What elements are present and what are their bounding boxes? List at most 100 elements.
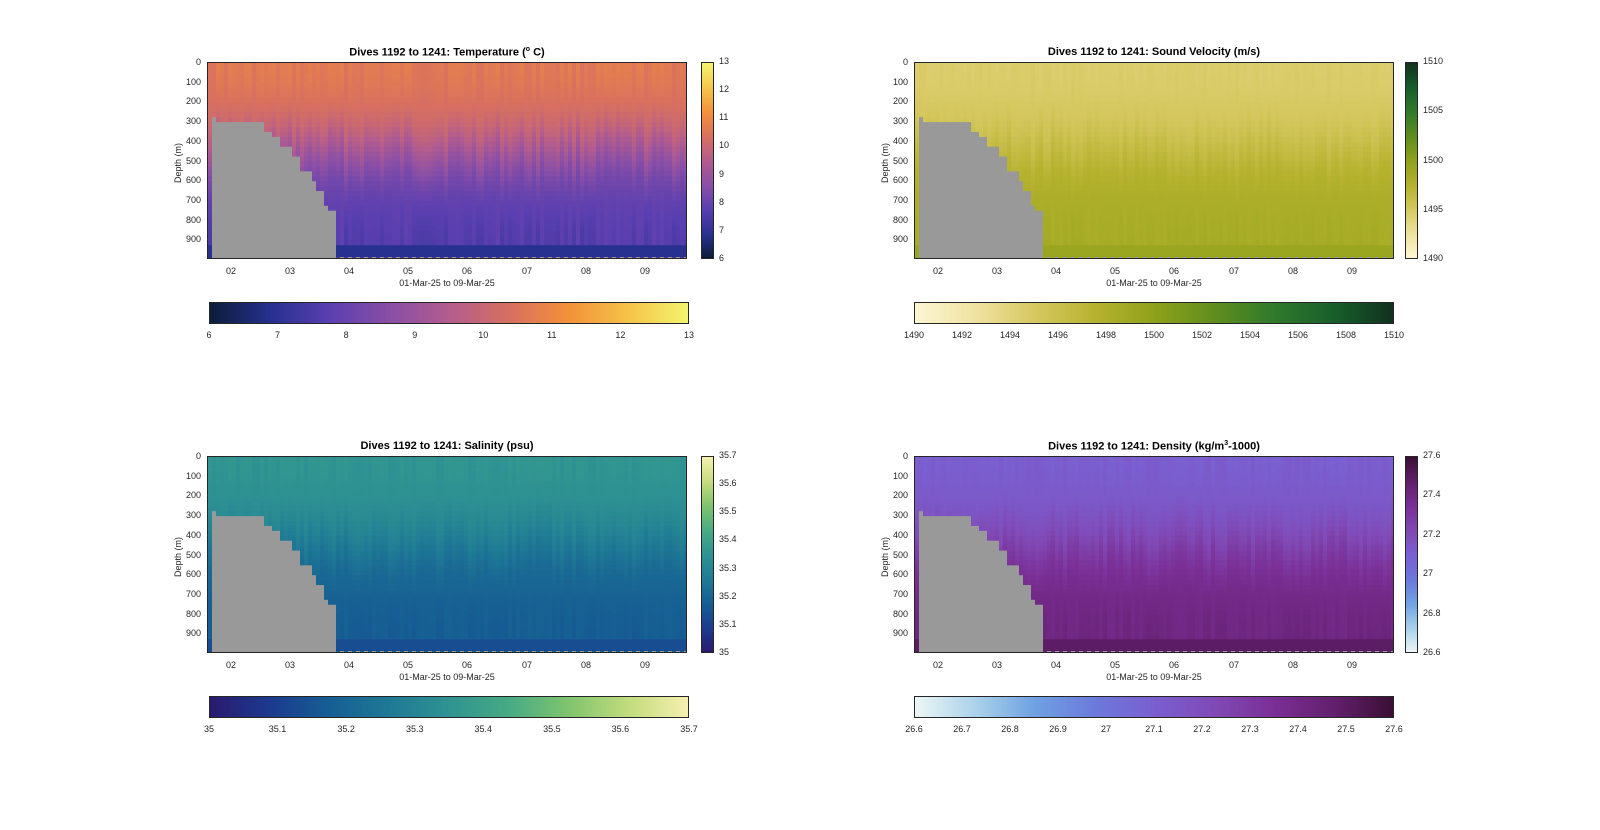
heatmap-cell: [468, 200, 473, 207]
heatmap-cell: [552, 220, 557, 227]
heatmap-cell: [524, 63, 529, 69]
heatmap-cell: [616, 87, 621, 94]
heatmap-cell: [284, 82, 289, 89]
heatmap-cell: [556, 92, 561, 99]
heatmap-cell: [212, 141, 217, 148]
heatmap-cell: [272, 235, 277, 241]
heatmap-cell: [368, 230, 373, 236]
heatmap-cell: [416, 102, 421, 108]
heatmap-cell: [552, 127, 557, 133]
heatmap-cell: [560, 191, 565, 197]
heatmap-cell: [480, 102, 485, 108]
horizontal-colorbar-tick-label: 12: [615, 330, 626, 340]
heatmap-cell: [280, 107, 285, 113]
heatmap-cell: [640, 112, 645, 118]
heatmap-cell: [532, 210, 537, 217]
heatmap-cell: [396, 131, 401, 138]
heatmap-cell: [536, 107, 541, 113]
heatmap-cell: [212, 195, 217, 202]
heatmap-cell: [548, 141, 553, 148]
heatmap-cell: [456, 146, 461, 153]
heatmap-cell: [580, 141, 585, 148]
heatmap-cell: [508, 230, 513, 236]
heatmap-cell: [280, 191, 285, 197]
heatmap-cell: [308, 87, 313, 94]
heatmap-cell: [336, 200, 341, 207]
heatmap-cell: [416, 146, 421, 153]
heatmap-cell: [548, 166, 553, 172]
heatmap-cell: [496, 181, 501, 187]
heatmap-cell: [596, 240, 601, 246]
heatmap-cell: [660, 255, 665, 258]
heatmap-cell: [444, 186, 449, 192]
seafloor-edge-cell: [528, 257, 532, 258]
heatmap-cell: [296, 240, 301, 246]
heatmap-cell: [304, 136, 309, 143]
heatmap-cell: [464, 245, 469, 251]
heatmap-cell: [460, 146, 465, 153]
heatmap-cell: [372, 131, 377, 138]
heatmap-cell: [240, 195, 245, 202]
heatmap-cell: [240, 171, 245, 177]
heatmap-cell: [584, 195, 589, 202]
heatmap-cell: [528, 131, 533, 138]
heatmap-cell: [448, 63, 453, 69]
heatmap-cell: [300, 255, 305, 258]
heatmap-cell: [636, 107, 641, 113]
heatmap-cell: [548, 117, 553, 123]
heatmap-cell: [612, 92, 617, 99]
heatmap-cell: [915, 220, 920, 227]
heatmap-cell: [232, 255, 237, 258]
heatmap-cell: [268, 67, 273, 74]
heatmap-cell: [380, 117, 385, 123]
heatmap-cell: [624, 235, 629, 241]
heatmap-cell: [492, 255, 497, 258]
heatmap-cell: [228, 176, 233, 182]
heatmap-cell: [232, 77, 237, 84]
seafloor-edge-cell: [620, 257, 624, 258]
heatmap-cell: [432, 220, 437, 227]
heatmap-cell: [620, 92, 625, 99]
heatmap-cell: [628, 151, 633, 158]
heatmap-cell: [408, 131, 413, 138]
heatmap-cell: [224, 161, 229, 168]
heatmap-cell: [444, 171, 449, 177]
heatmap-cell: [256, 191, 261, 197]
heatmap-cell: [436, 166, 441, 172]
heatmap-cell: [652, 235, 657, 241]
heatmap-cell: [664, 102, 669, 108]
heatmap-cell: [296, 220, 301, 227]
heatmap-cell: [356, 72, 361, 79]
heatmap-cell: [684, 77, 686, 84]
heatmap-cell: [600, 250, 605, 256]
heatmap-cell: [680, 195, 685, 202]
heatmap-cell: [368, 97, 373, 103]
heatmap-cell: [564, 161, 569, 168]
heatmap-cell: [556, 250, 561, 256]
heatmap-cell: [444, 210, 449, 217]
heatmap-cell: [624, 205, 629, 212]
heatmap-cell: [348, 166, 353, 172]
heatmap-cell: [584, 127, 589, 133]
heatmap-cell: [524, 72, 529, 79]
heatmap-cell: [384, 63, 389, 69]
heatmap-cell: [248, 141, 253, 148]
heatmap-cell: [392, 67, 397, 74]
heatmap-cell: [508, 136, 513, 143]
heatmap-cell: [268, 146, 273, 153]
heatmap-cell: [380, 181, 385, 187]
heatmap-cell: [652, 122, 657, 128]
heatmap-cell: [536, 112, 541, 118]
heatmap-cell: [304, 97, 309, 103]
heatmap-cell: [264, 107, 269, 113]
heatmap-cell: [564, 200, 569, 207]
heatmap-cell: [368, 77, 373, 84]
heatmap-cell: [336, 156, 341, 163]
heatmap-cell: [492, 161, 497, 168]
heatmap-cell: [580, 77, 585, 84]
heatmap-cell: [456, 122, 461, 128]
heatmap-cell: [684, 63, 686, 69]
heatmap-cell: [500, 72, 505, 79]
heatmap-cell: [388, 131, 393, 138]
heatmap-cell: [304, 77, 309, 84]
